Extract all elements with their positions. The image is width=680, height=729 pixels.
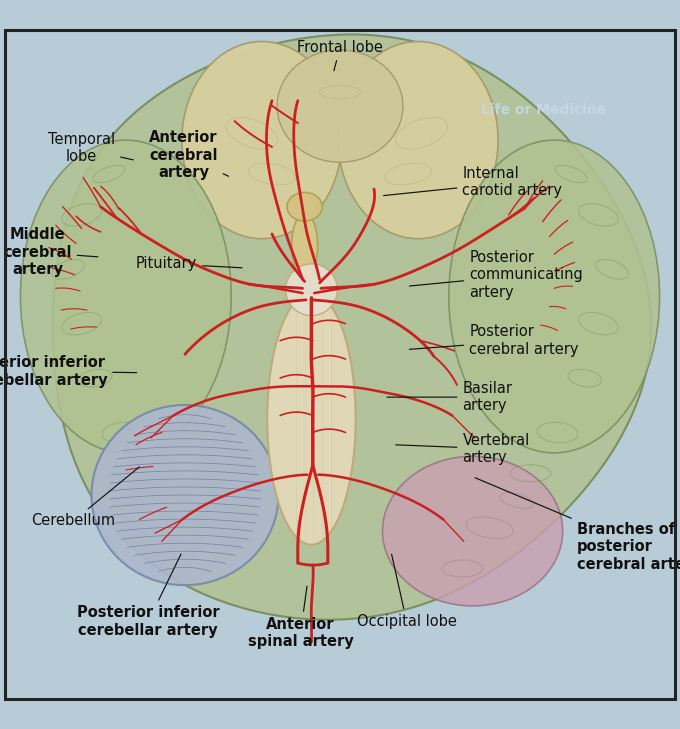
Circle shape	[286, 264, 337, 316]
Text: Posterior
cerebral artery: Posterior cerebral artery	[409, 324, 579, 357]
Text: Posterior inferior
cerebellar artery: Posterior inferior cerebellar artery	[77, 554, 220, 638]
Text: Frontal lobe: Frontal lobe	[297, 40, 383, 71]
Text: Vertebral
artery: Vertebral artery	[396, 432, 530, 465]
Polygon shape	[53, 34, 651, 620]
Ellipse shape	[292, 213, 318, 278]
Text: Occipital lobe: Occipital lobe	[357, 554, 456, 629]
Text: Cerebellum: Cerebellum	[31, 467, 139, 529]
Text: Middle
cerebral
artery: Middle cerebral artery	[3, 227, 98, 277]
Ellipse shape	[382, 456, 562, 606]
Text: Life or Medicine: Life or Medicine	[481, 103, 607, 117]
Ellipse shape	[91, 405, 279, 585]
Ellipse shape	[182, 42, 341, 238]
Ellipse shape	[20, 140, 231, 453]
Ellipse shape	[287, 192, 322, 221]
Text: Temporal
lobe: Temporal lobe	[48, 132, 133, 165]
Text: Anterior
spinal artery: Anterior spinal artery	[248, 586, 354, 650]
Ellipse shape	[339, 42, 498, 238]
Ellipse shape	[449, 140, 660, 453]
Text: Pituitary: Pituitary	[136, 257, 242, 271]
Text: Anterior inferior
cerebellar artery: Anterior inferior cerebellar artery	[0, 355, 137, 388]
Text: Posterior
communicating
artery: Posterior communicating artery	[409, 250, 583, 300]
Text: Anterior
cerebral
artery: Anterior cerebral artery	[150, 130, 228, 180]
Text: Internal
carotid artery: Internal carotid artery	[384, 166, 562, 198]
Text: Basilar
artery: Basilar artery	[387, 381, 513, 413]
Text: Branches of
posterior
cerebral artery: Branches of posterior cerebral artery	[475, 477, 680, 572]
Ellipse shape	[277, 50, 403, 162]
Ellipse shape	[267, 293, 356, 545]
